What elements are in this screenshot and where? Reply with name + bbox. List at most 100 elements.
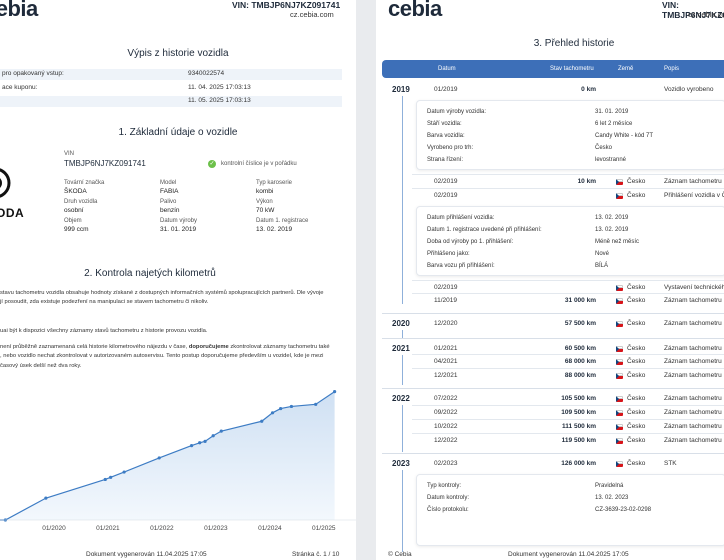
card-value: Česko: [595, 145, 613, 151]
timeline-line: [402, 470, 403, 552]
timeline-line: [402, 355, 403, 385]
row-divider: [412, 280, 724, 281]
row-country: Česko: [627, 358, 646, 365]
row-date: 12/2020: [434, 320, 458, 327]
card-value: 31. 01. 2019: [595, 109, 629, 115]
card-label: Datum výroby vozidla:: [427, 109, 487, 115]
detail-label: Druh vozidla: [64, 199, 98, 205]
row-country: Česko: [627, 437, 646, 444]
row-odometer: 57 500 km: [564, 320, 596, 327]
czech-flag-icon: [616, 359, 623, 365]
row-date: 07/2022: [434, 395, 458, 402]
row-odometer: 126 000 km: [561, 460, 596, 467]
chart-point: [219, 429, 223, 433]
row-divider: [412, 433, 724, 434]
col-description: Popis: [664, 66, 680, 72]
row-divider: [412, 188, 724, 189]
czech-flag-icon: [616, 179, 623, 185]
history-overview-title: 3. Přehled historie: [533, 38, 615, 49]
czech-flag-icon: [616, 410, 623, 416]
detail-value: 31. 01. 2019: [160, 226, 197, 233]
row-description: Záznam tachometru: [664, 297, 722, 304]
card-label: Datum přihlášení vozidla:: [427, 215, 495, 221]
basic-info-title: 1. Základní údaje o vozidle: [118, 127, 238, 138]
row-date: 01/2019: [434, 86, 458, 93]
row-country: Česko: [627, 320, 646, 327]
chart-point: [270, 411, 275, 415]
czech-flag-icon: [616, 373, 623, 379]
card-value: BÍLÁ: [595, 263, 609, 269]
chart-area: [0, 391, 335, 520]
chart-point: [122, 470, 126, 474]
row-description: Záznam tachometru: [664, 372, 722, 379]
card-label: Datum 1. registrace uvedené při přihláše…: [427, 227, 542, 233]
row-description: Záznam tachometru: [664, 423, 722, 430]
row-divider: [412, 174, 724, 175]
detail-label: Datum 1. registrace: [256, 218, 309, 224]
row-country: Česko: [627, 345, 646, 352]
card-label: Barva vozu při přihlášení:: [427, 263, 495, 269]
row-country: Česko: [627, 460, 646, 467]
card-label: Datum kontroly:: [427, 495, 470, 501]
row-odometer: 60 500 km: [564, 345, 596, 352]
row-divider: [412, 405, 724, 406]
row-description: Záznam tachometru: [664, 358, 722, 365]
footer-generated: Dokument vygenerován 11.04.2025 17:05: [86, 551, 207, 558]
col-odometer: Stav tachometru: [550, 66, 594, 72]
cebia-logo: cebia: [0, 0, 38, 21]
skoda-logo-icon: [0, 168, 11, 198]
card-value: Nové: [595, 251, 610, 257]
checksum-text: kontrolní číslice je v pořádku: [221, 161, 297, 167]
chart-tick-label: 01/2023: [204, 525, 228, 532]
row-divider: [412, 419, 724, 420]
site-url: cz.cebia.com: [290, 10, 334, 19]
row-odometer: 88 000 km: [564, 372, 596, 379]
row-country: Česko: [627, 192, 646, 199]
detail-card: Datum přihlášení vozidla: 13. 02. 2019 Dat…: [416, 206, 724, 276]
coupon-row-band: [0, 69, 342, 80]
chart-point: [157, 456, 161, 460]
card-label: Doba od výroby po 1. přihlášení:: [427, 239, 514, 245]
skoda-logo-text: ODA: [0, 206, 25, 220]
chart-tick-label: 01/2020: [42, 525, 66, 532]
row-date: 04/2021: [434, 358, 458, 365]
footer-copyright: © Cebia: [388, 551, 412, 558]
footer-page-number: Stránka č. 1 / 10: [292, 551, 340, 558]
year-separator: [382, 338, 724, 339]
row-date: 02/2019: [434, 284, 458, 291]
card-label: Vyrobeno pro trh:: [427, 145, 474, 151]
row-country: Česko: [627, 372, 646, 379]
chart-tick-label: 01/2025: [312, 525, 336, 532]
row-odometer: 31 000 km: [564, 297, 596, 304]
chart-point: [44, 496, 48, 500]
row-divider: [412, 368, 724, 369]
row-odometer: 68 000 km: [564, 358, 596, 365]
detail-card: Datum výroby vozidla: 31. 01. 2019 Stáří v…: [416, 100, 724, 170]
card-label: Stáří vozidla:: [427, 121, 462, 127]
card-value: Candy White - kód 7T: [595, 133, 654, 139]
chart-point: [189, 443, 194, 448]
report-page-3: cebia VIN: TMBJP6NJ7KZ091741 cz.cebia.co…: [376, 0, 724, 560]
card-value: 13. 02. 2023: [595, 495, 629, 501]
chart-point: [103, 477, 107, 482]
row-country: Česko: [627, 178, 646, 185]
chart-point: [260, 419, 264, 423]
czech-flag-icon: [616, 438, 623, 444]
detail-value: ŠKODA: [64, 188, 87, 195]
chart-tick-label: 01/2021: [96, 525, 120, 532]
row-odometer: 109 500 km: [561, 409, 596, 416]
row-description: Přihlášení vozidla v ČR: [664, 192, 724, 199]
detail-label: Typ karoserie: [256, 180, 293, 186]
row-date: 09/2022: [434, 409, 458, 416]
czech-flag-icon: [616, 193, 623, 199]
coupon-value: 11. 05. 2025 17:03:13: [188, 97, 251, 104]
detail-label: Datum výroby: [160, 218, 198, 224]
card-value: CZ-3639-23-02-0298: [595, 507, 652, 513]
chart-point: [333, 390, 337, 394]
vin-label: VIN: [64, 151, 75, 157]
emphasis-text: doporučujeme: [188, 344, 229, 350]
czech-flag-icon: [616, 346, 623, 352]
chart-point: [289, 404, 294, 409]
vin-header: VIN: TMBJP6NJ7KZ091741: [662, 0, 724, 20]
coupon-label: ace kuponu:: [2, 84, 38, 91]
